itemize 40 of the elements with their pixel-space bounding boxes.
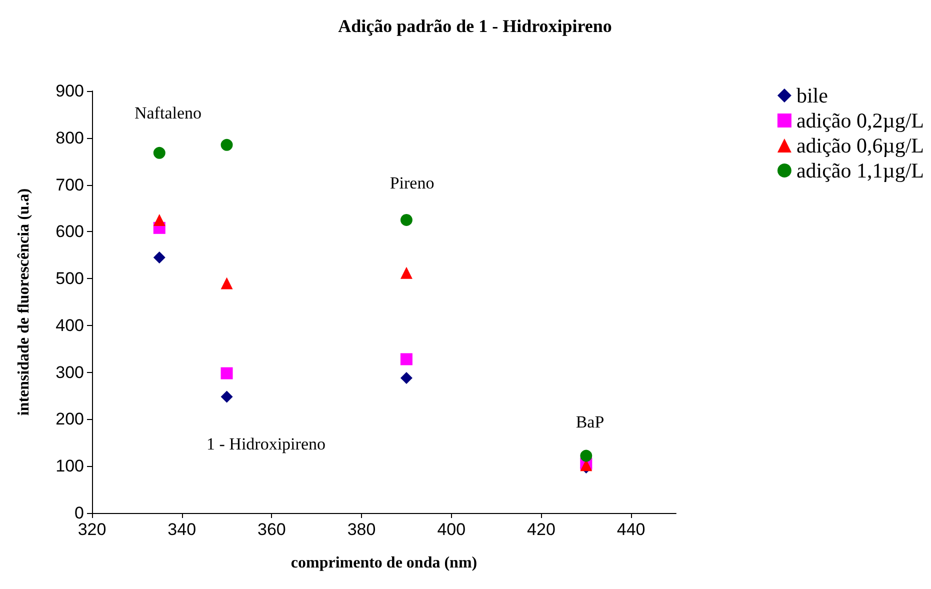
x-tick-label: 320 <box>78 520 106 539</box>
annotation: 1 - Hidroxipireno <box>206 434 326 454</box>
point <box>580 450 592 462</box>
point <box>220 277 233 290</box>
x-axis-title: comprimento de onda (nm) <box>290 554 478 572</box>
point <box>400 372 412 384</box>
annotation: BaP <box>576 412 604 432</box>
point <box>220 138 233 151</box>
y-tick-label: 100 <box>56 456 84 476</box>
x-tick-label: 420 <box>527 520 556 539</box>
point <box>400 214 412 226</box>
y-tick-label: 500 <box>56 269 84 288</box>
chart-title: Adição padrão de 1 - Hidroxipireno <box>338 16 612 36</box>
y-tick-label: 200 <box>56 410 84 429</box>
x-tick-label: 440 <box>616 520 646 539</box>
y-axis-title: intensidade de fluorescência (u.a) <box>16 188 32 416</box>
point <box>153 146 166 159</box>
y-tick-label: 400 <box>56 316 84 335</box>
point <box>220 367 233 380</box>
point <box>153 251 166 264</box>
y-tick-label: 0 <box>74 504 84 522</box>
legend-label: adição 0,2µg/L <box>796 108 924 132</box>
y-tick-label: 600 <box>56 222 84 242</box>
y-tick-label: 900 <box>56 82 84 100</box>
legend-label: adição 0,6µg/L <box>796 134 924 158</box>
y-tick-label: 800 <box>56 128 84 148</box>
legend-label: adição 1,1µg/L <box>796 158 924 182</box>
point <box>400 266 412 279</box>
x-tick-label: 360 <box>258 520 286 539</box>
point <box>153 214 166 226</box>
point <box>220 390 233 403</box>
legend-label: bile <box>796 84 828 108</box>
point <box>400 353 412 366</box>
y-tick-label: 700 <box>56 175 84 194</box>
annotation: Naftaleno <box>134 104 202 122</box>
x-tick-label: 400 <box>437 520 466 539</box>
x-tick-label: 380 <box>347 520 376 539</box>
annotation: Pireno <box>390 174 434 192</box>
y-tick-label: 300 <box>56 362 84 382</box>
x-tick-label: 340 <box>168 520 196 539</box>
